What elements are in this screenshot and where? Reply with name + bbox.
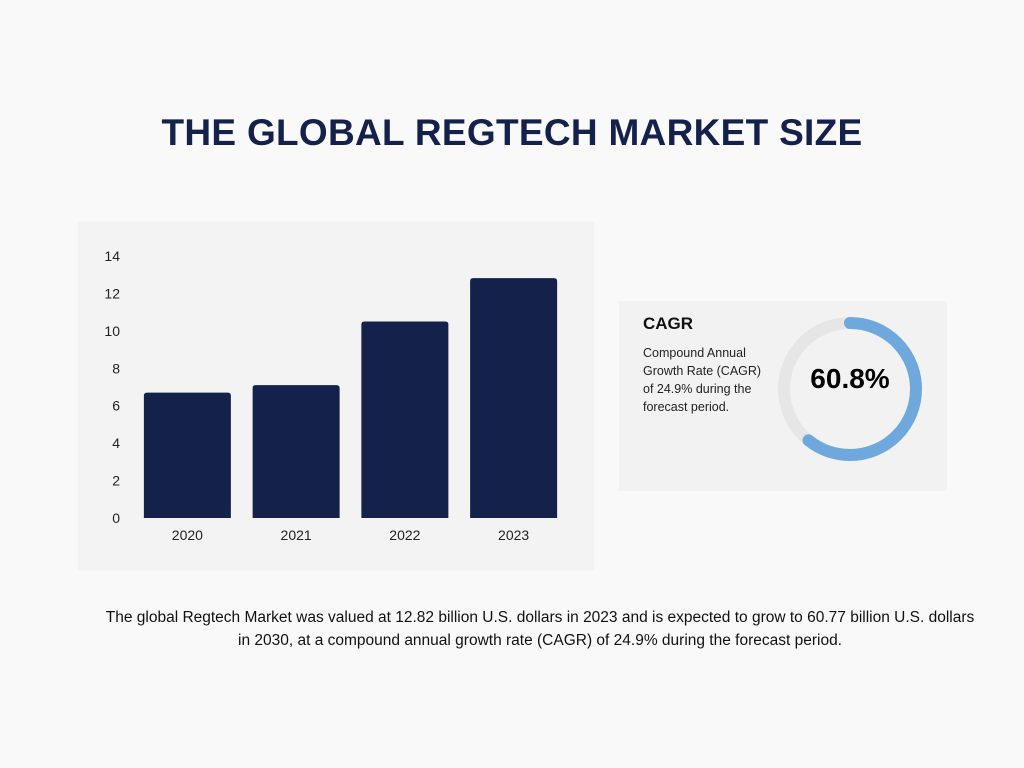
page-title: THE GLOBAL REGTECH MARKET SIZE <box>161 112 863 153</box>
y-tick-label: 2 <box>112 473 120 489</box>
cagr-card: CAGR Compound Annual Growth Rate (CAGR) … <box>619 301 947 491</box>
y-tick-label: 6 <box>112 398 120 414</box>
y-tick-label: 8 <box>112 360 120 376</box>
y-tick-label: 14 <box>104 248 120 264</box>
y-tick-label: 12 <box>104 285 120 301</box>
bar-2021 <box>252 385 340 518</box>
x-tick-label: 2021 <box>281 527 312 543</box>
cagr-donut-chart <box>778 317 922 461</box>
y-tick-label: 4 <box>112 435 120 451</box>
cagr-title: CAGR <box>643 314 694 333</box>
x-tick-label: 2020 <box>172 527 203 543</box>
bar-chart-panel: 0 2 4 6 8 10 12 14 2020 2021 2022 2023 <box>78 222 594 570</box>
y-tick-label: 0 <box>112 510 120 526</box>
y-tick-label: 10 <box>104 323 120 339</box>
donut-progress-arc <box>778 317 922 461</box>
x-tick-label: 2023 <box>498 527 529 543</box>
bar-chart: 0 2 4 6 8 10 12 14 2020 2021 2022 2023 <box>104 248 558 543</box>
x-tick-label: 2022 <box>389 527 420 543</box>
cagr-value: 60.8% <box>810 363 890 394</box>
bar-2020 <box>143 392 231 518</box>
bar-2023 <box>470 278 558 518</box>
summary-text: The global Regtech Market was valued at … <box>105 609 975 649</box>
cagr-description: Compound Annual Growth Rate (CAGR) of 24… <box>643 346 762 414</box>
bar-2022 <box>361 321 449 518</box>
